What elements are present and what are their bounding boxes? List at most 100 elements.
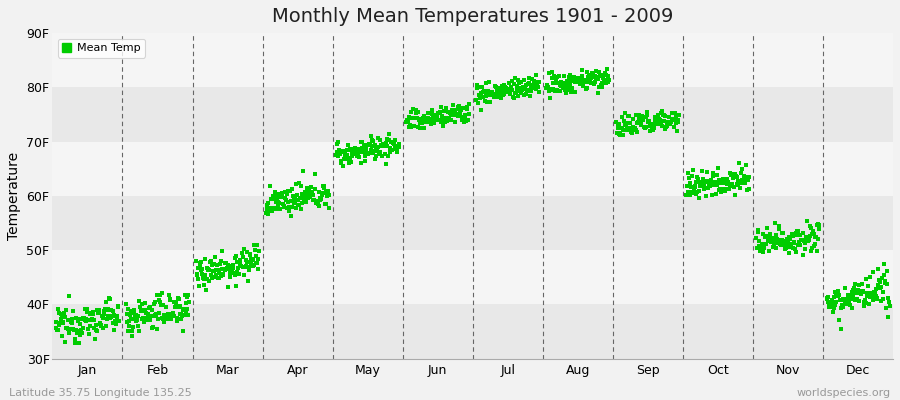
Point — [706, 169, 720, 176]
Point — [81, 325, 95, 332]
Point — [455, 117, 470, 123]
Point — [428, 115, 443, 122]
Point — [310, 200, 324, 206]
Point — [158, 312, 172, 319]
Point — [134, 307, 148, 314]
Point — [375, 143, 390, 149]
Point — [179, 294, 194, 300]
Point — [340, 156, 355, 163]
Point — [854, 291, 868, 297]
Point — [486, 92, 500, 98]
Point — [204, 258, 219, 264]
Point — [122, 323, 136, 330]
Point — [525, 85, 539, 92]
Point — [191, 276, 205, 282]
Point — [242, 251, 256, 258]
Point — [505, 87, 519, 93]
Point — [95, 314, 110, 321]
Point — [462, 111, 476, 118]
Point — [499, 84, 513, 90]
Point — [866, 297, 880, 303]
Point — [734, 176, 749, 183]
Point — [383, 148, 398, 155]
Point — [421, 110, 436, 116]
Point — [236, 254, 250, 260]
Point — [796, 252, 810, 258]
Point — [734, 170, 748, 176]
Point — [136, 314, 150, 321]
Point — [249, 253, 264, 259]
Point — [490, 88, 504, 94]
Point — [392, 144, 406, 151]
Point — [590, 75, 604, 82]
Point — [736, 173, 751, 179]
Point — [520, 88, 535, 95]
Point — [778, 240, 792, 247]
Point — [238, 263, 252, 270]
Point — [333, 148, 347, 154]
Point — [356, 142, 371, 148]
Point — [614, 124, 628, 131]
Point — [103, 296, 117, 303]
Point — [344, 159, 358, 165]
Point — [294, 200, 309, 206]
Point — [285, 193, 300, 200]
Point — [446, 111, 461, 118]
Point — [641, 119, 655, 125]
Point — [364, 146, 378, 153]
Point — [576, 83, 590, 89]
Bar — [52, 142, 893, 196]
Point — [79, 309, 94, 315]
Point — [667, 124, 681, 130]
Point — [689, 173, 704, 180]
Point — [410, 115, 424, 121]
Point — [301, 195, 315, 201]
Point — [594, 73, 608, 79]
Point — [311, 189, 326, 195]
Point — [436, 118, 451, 124]
Point — [539, 85, 554, 91]
Point — [638, 124, 652, 131]
Point — [706, 172, 720, 179]
Point — [741, 174, 755, 181]
Point — [340, 147, 355, 153]
Point — [871, 282, 886, 288]
Point — [420, 115, 435, 122]
Point — [402, 114, 417, 120]
Point — [143, 317, 157, 324]
Point — [76, 315, 91, 322]
Point — [554, 82, 569, 88]
Point — [414, 119, 428, 126]
Point — [527, 78, 542, 85]
Point — [683, 180, 698, 186]
Point — [234, 250, 248, 256]
Point — [151, 316, 166, 322]
Point — [418, 117, 432, 123]
Point — [472, 92, 486, 98]
Point — [276, 204, 291, 210]
Point — [105, 320, 120, 326]
Point — [727, 174, 742, 180]
Point — [831, 293, 845, 300]
Point — [57, 320, 71, 326]
Point — [473, 95, 488, 102]
Point — [472, 84, 486, 91]
Point — [430, 116, 445, 122]
Point — [704, 177, 718, 183]
Point — [874, 298, 888, 304]
Point — [784, 244, 798, 250]
Point — [168, 300, 183, 306]
Point — [686, 167, 700, 173]
Point — [735, 166, 750, 172]
Point — [122, 328, 136, 334]
Point — [309, 200, 323, 206]
Point — [776, 238, 790, 244]
Point — [602, 77, 616, 83]
Point — [444, 112, 458, 118]
Point — [307, 171, 321, 178]
Point — [251, 256, 266, 262]
Point — [590, 76, 605, 82]
Point — [532, 89, 546, 95]
Point — [770, 232, 784, 238]
Point — [609, 130, 624, 136]
